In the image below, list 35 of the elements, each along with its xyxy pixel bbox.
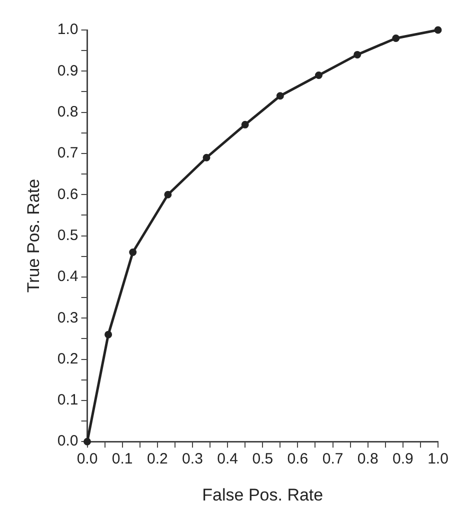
- point: [84, 438, 91, 446]
- x-tick-label: 1.0: [428, 450, 448, 468]
- point: [434, 26, 442, 34]
- x-tick-label: 0.6: [287, 450, 308, 468]
- point: [354, 50, 362, 58]
- x-tick-label: 0.9: [392, 450, 414, 468]
- y-tick-label: 0.0: [57, 432, 78, 450]
- point: [392, 34, 400, 42]
- y-tick-label: 1.0: [57, 21, 78, 38]
- point: [164, 190, 172, 198]
- x-tick-label: 0.4: [217, 450, 238, 468]
- point: [202, 154, 210, 162]
- x-tick-label: 0.7: [322, 450, 344, 468]
- y-tick-label: 0.8: [57, 103, 78, 120]
- point: [276, 92, 284, 100]
- x-tick-label: 0.3: [182, 450, 203, 468]
- x-tick-label: 0.8: [357, 450, 378, 468]
- x-tick-label: 0.0: [76, 450, 98, 468]
- y-tick-label: 0.6: [57, 186, 78, 203]
- x-axis-title: False Pos. Rate: [202, 485, 324, 504]
- y-tick-label: 0.5: [57, 226, 78, 244]
- y-tick-label: 0.7: [57, 144, 78, 162]
- y-tick-label: 0.2: [57, 350, 78, 368]
- point: [314, 72, 322, 80]
- x-tick-label: 0.1: [112, 450, 133, 468]
- x-tick-label: 0.5: [252, 450, 274, 468]
- point: [129, 248, 137, 256]
- y-tick-label: 0.1: [57, 392, 78, 409]
- x-tick-label: 0.2: [146, 450, 168, 468]
- point: [241, 120, 249, 128]
- y-tick-label: 0.4: [57, 268, 78, 286]
- y-axis-title: True Pos. Rate: [24, 178, 43, 293]
- y-tick-label: 0.9: [57, 62, 78, 80]
- y-tick-label: 0.3: [57, 309, 78, 326]
- point: [104, 330, 112, 338]
